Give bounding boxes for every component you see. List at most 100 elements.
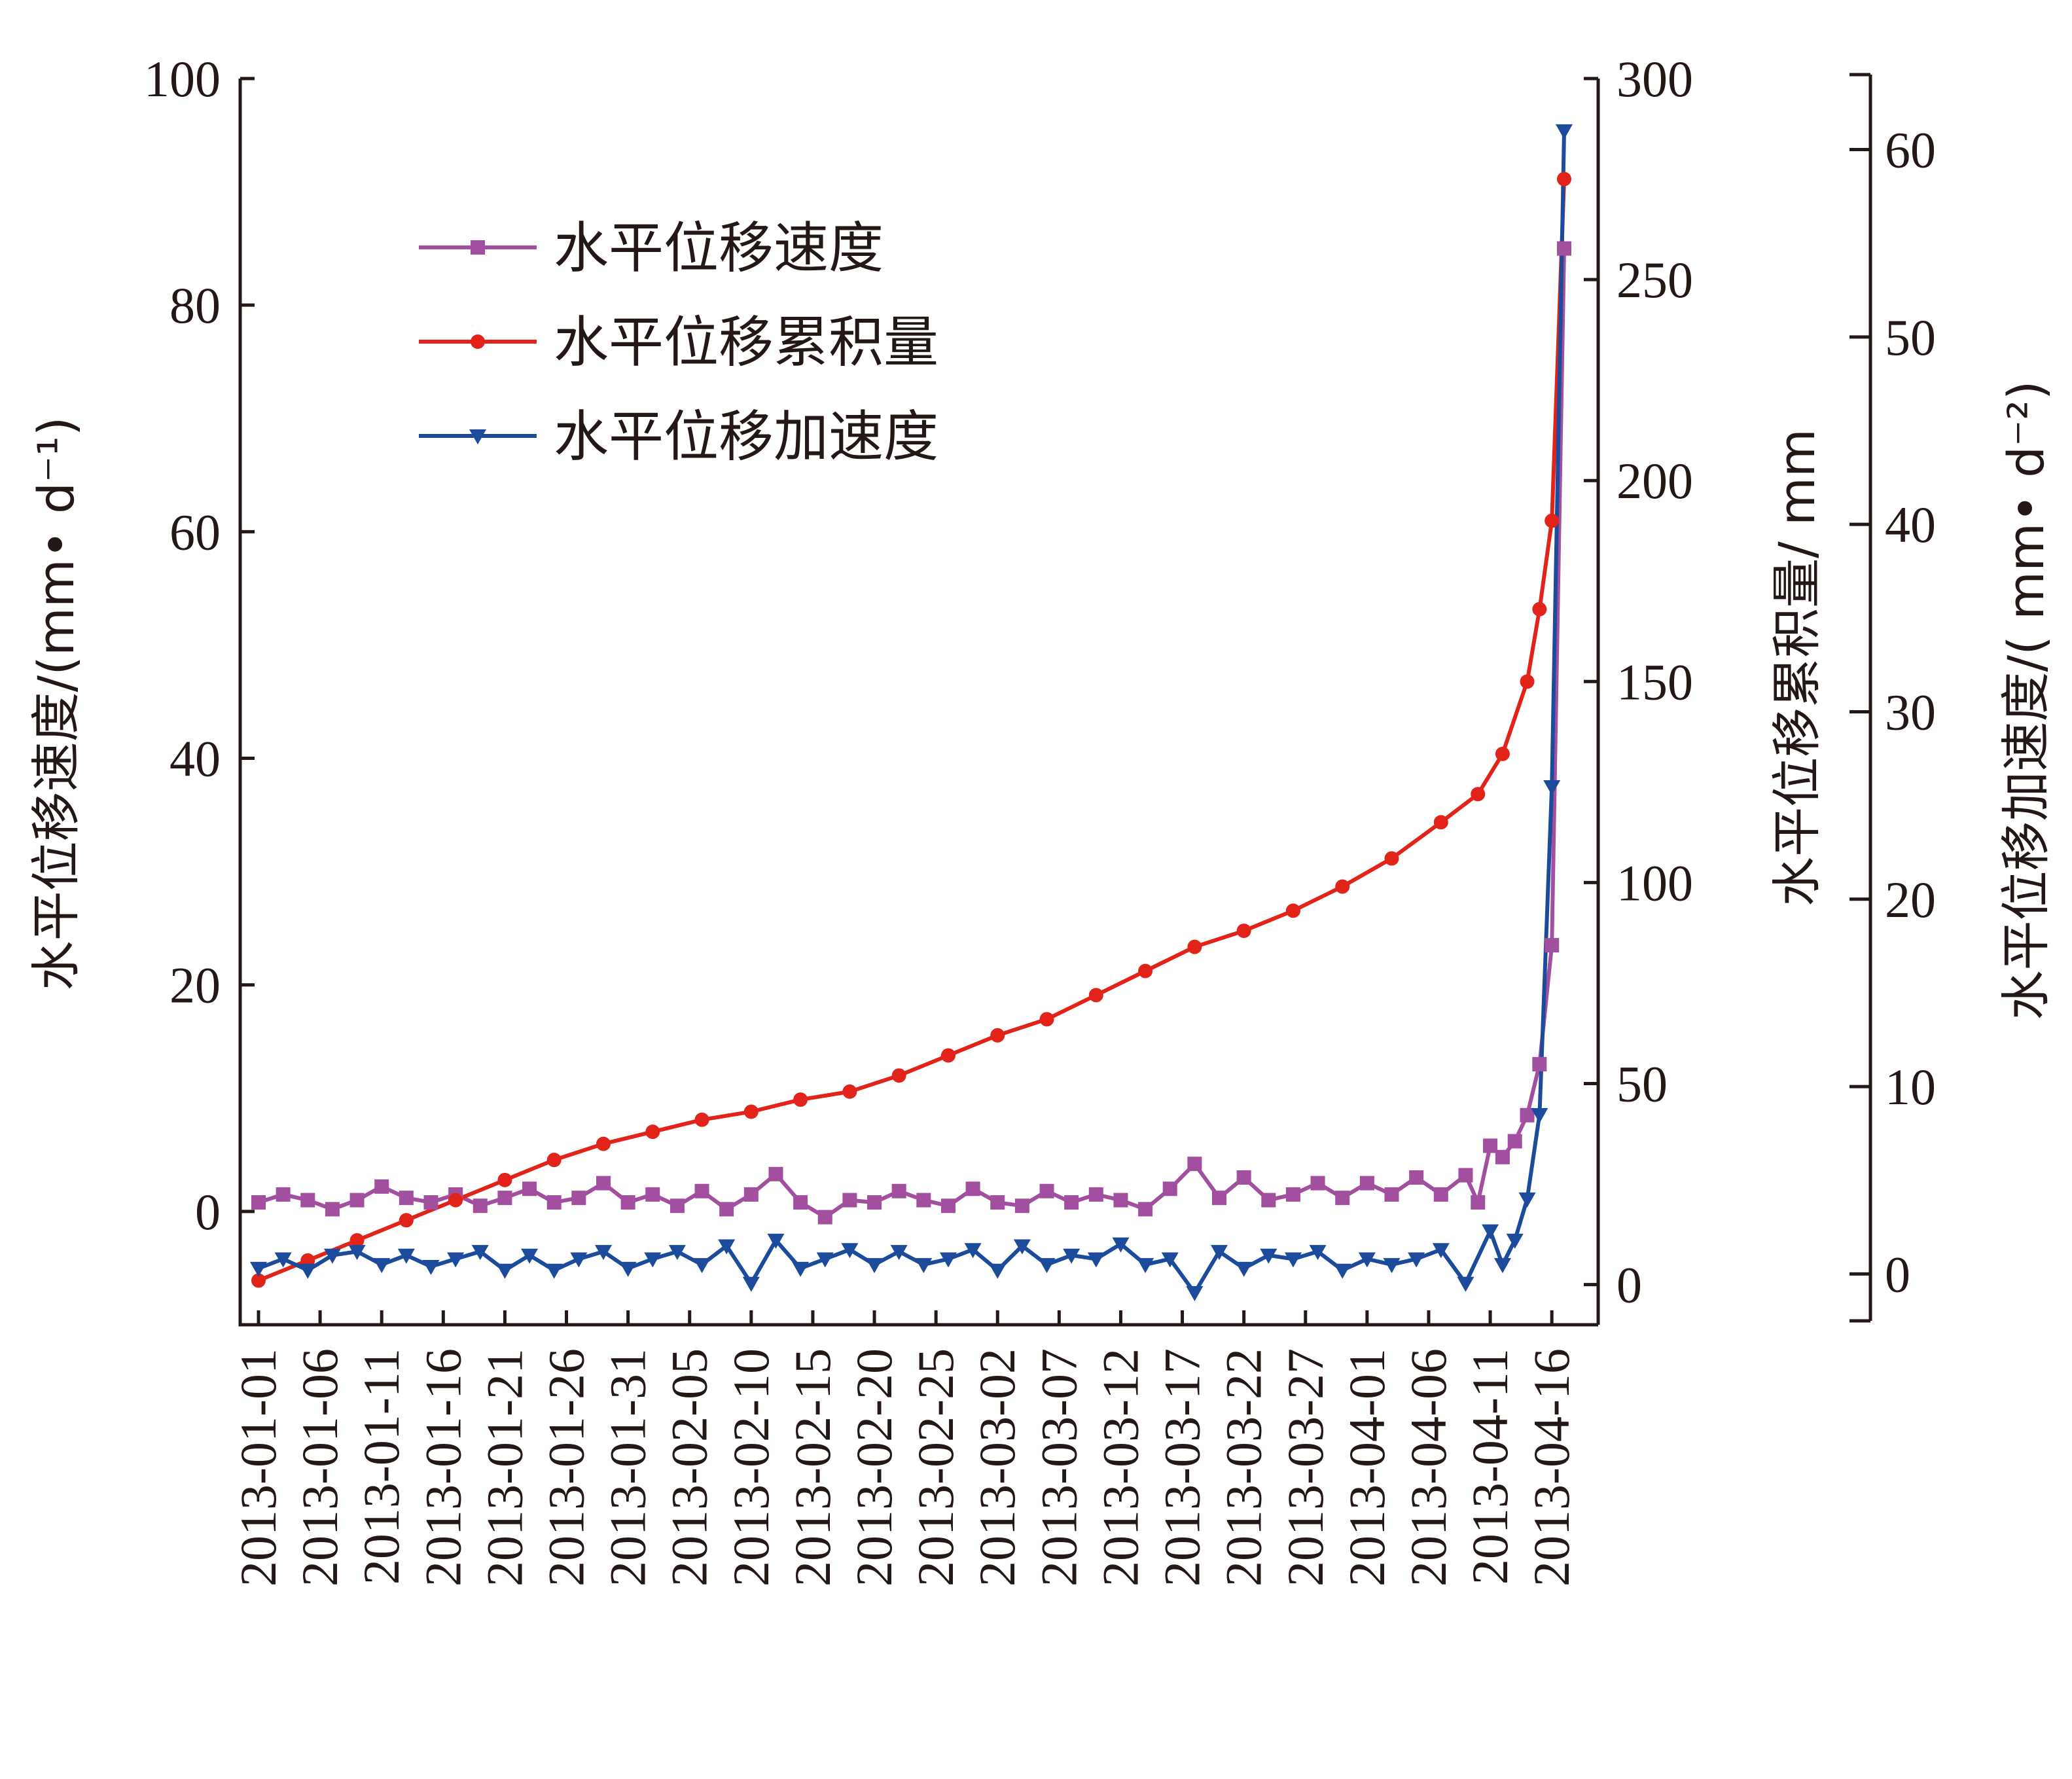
velocity-point	[1261, 1193, 1276, 1208]
acceleration-point	[545, 1263, 563, 1279]
right2-tick-label: 60	[1885, 122, 1936, 179]
cumulative-point	[1471, 787, 1486, 802]
velocity-legend-label: 水平位移速度	[554, 216, 884, 280]
acceleration-point	[1309, 1245, 1327, 1261]
velocity-point	[793, 1195, 808, 1210]
left-tick-label: 20	[170, 957, 221, 1014]
cumulative-point	[1285, 903, 1300, 918]
right1-axis-title: 水平位移累积量/ mm	[1768, 429, 1826, 907]
x-tick-label: 2013-01-21	[476, 1348, 533, 1587]
velocity-point	[522, 1181, 537, 1196]
x-tick-label: 2013-02-05	[661, 1348, 718, 1587]
acceleration-point	[1358, 1252, 1376, 1268]
velocity-point	[1557, 241, 1571, 256]
acceleration-point	[521, 1248, 539, 1264]
acceleration-line	[257, 130, 1566, 1295]
velocity-point	[1545, 938, 1560, 953]
acceleration-point	[742, 1276, 760, 1292]
acceleration-legend-label: 水平位移加速度	[554, 404, 938, 469]
velocity-point	[670, 1198, 685, 1213]
velocity-point	[645, 1187, 660, 1202]
cumulative-point	[1187, 939, 1202, 954]
acceleration-point	[250, 1261, 267, 1277]
velocity-point	[1138, 1202, 1153, 1217]
right1-tick-label: 250	[1617, 251, 1693, 308]
left-axis-title: 水平位移速度/(mm• d⁻¹)	[27, 417, 85, 991]
left-tick-label: 100	[144, 50, 221, 107]
x-tick-label: 2013-02-10	[723, 1348, 779, 1587]
cumulative-point	[399, 1213, 414, 1228]
acceleration-point	[1235, 1261, 1253, 1277]
acceleration-point	[471, 1245, 489, 1261]
velocity-point	[1187, 1157, 1202, 1172]
right1-tick-label: 150	[1617, 653, 1693, 710]
ticks: 0 20 40 60 80 100 0 50 100 150 200 250 300 0 10 20 30 40 5…	[144, 50, 1936, 1587]
acceleration-point	[1334, 1263, 1351, 1279]
acceleration-point	[397, 1248, 415, 1264]
x-tick-label: 2013-01-31	[599, 1348, 656, 1587]
velocity-point	[965, 1181, 980, 1196]
cumulative-point	[1335, 879, 1350, 894]
cumulative-point	[251, 1273, 266, 1288]
acceleration-point	[1482, 1224, 1499, 1240]
acceleration-point	[1112, 1237, 1130, 1253]
acceleration-point	[447, 1252, 465, 1268]
left-tick-label: 0	[195, 1183, 221, 1240]
right1-tick-label: 100	[1617, 854, 1693, 911]
cumulative-point	[497, 1172, 512, 1187]
right1-tick-label: 200	[1617, 452, 1693, 509]
x-tick-label: 2013-01-11	[353, 1348, 410, 1585]
x-tick-label: 2013-03-07	[1030, 1348, 1087, 1587]
velocity-point	[1310, 1176, 1325, 1191]
velocity-point	[768, 1166, 783, 1181]
acceleration-point	[1432, 1243, 1450, 1259]
velocity-legend-marker	[471, 240, 485, 255]
velocity-point	[1359, 1176, 1374, 1191]
cumulative-point	[694, 1112, 709, 1127]
acceleration-point	[644, 1252, 662, 1268]
cumulative-point	[1557, 171, 1571, 187]
velocity-point	[1064, 1195, 1079, 1210]
x-tick-label: 2013-03-17	[1154, 1348, 1211, 1587]
velocity-point	[1384, 1187, 1399, 1202]
left-tick-label: 60	[170, 503, 221, 560]
x-tick-label: 2013-02-20	[846, 1348, 902, 1587]
velocity-point	[1433, 1187, 1448, 1202]
velocity-point	[1495, 1149, 1510, 1164]
acceleration-point	[1531, 1108, 1548, 1124]
acceleration-point	[422, 1259, 440, 1275]
velocity-point	[546, 1195, 562, 1210]
acceleration-point	[1013, 1239, 1031, 1255]
velocity-point	[251, 1195, 266, 1210]
acceleration-point	[939, 1252, 957, 1268]
acceleration-point	[299, 1263, 317, 1279]
velocity-point	[867, 1195, 882, 1210]
velocity-point	[1520, 1107, 1535, 1123]
acceleration-point	[816, 1252, 834, 1268]
cumulative-point	[743, 1104, 759, 1119]
right2-tick-label: 50	[1885, 309, 1936, 366]
velocity-point	[399, 1191, 414, 1206]
cumulative-point	[1433, 815, 1448, 830]
cumulative-point	[990, 1028, 1005, 1043]
x-tick-label: 2013-04-06	[1400, 1348, 1457, 1587]
acceleration-point	[1518, 1192, 1536, 1208]
velocity-point	[940, 1198, 956, 1213]
acceleration-point	[496, 1263, 514, 1279]
acceleration-point	[1087, 1252, 1105, 1268]
series-markers	[250, 124, 1573, 1302]
velocity-point	[423, 1195, 438, 1210]
right2-tick-label: 40	[1885, 496, 1936, 553]
right1-tick-label: 0	[1617, 1257, 1642, 1314]
acceleration-point	[841, 1243, 859, 1259]
acceleration-point	[1457, 1276, 1474, 1292]
velocity-point	[571, 1191, 586, 1206]
plot-frame-left-bottom	[238, 79, 1598, 1327]
acceleration-point	[1408, 1252, 1425, 1268]
velocity-point	[1285, 1187, 1300, 1202]
acceleration-point	[964, 1243, 982, 1259]
velocity-point	[497, 1191, 512, 1206]
cumulative-point	[1520, 674, 1535, 689]
acceleration-point	[274, 1252, 292, 1268]
